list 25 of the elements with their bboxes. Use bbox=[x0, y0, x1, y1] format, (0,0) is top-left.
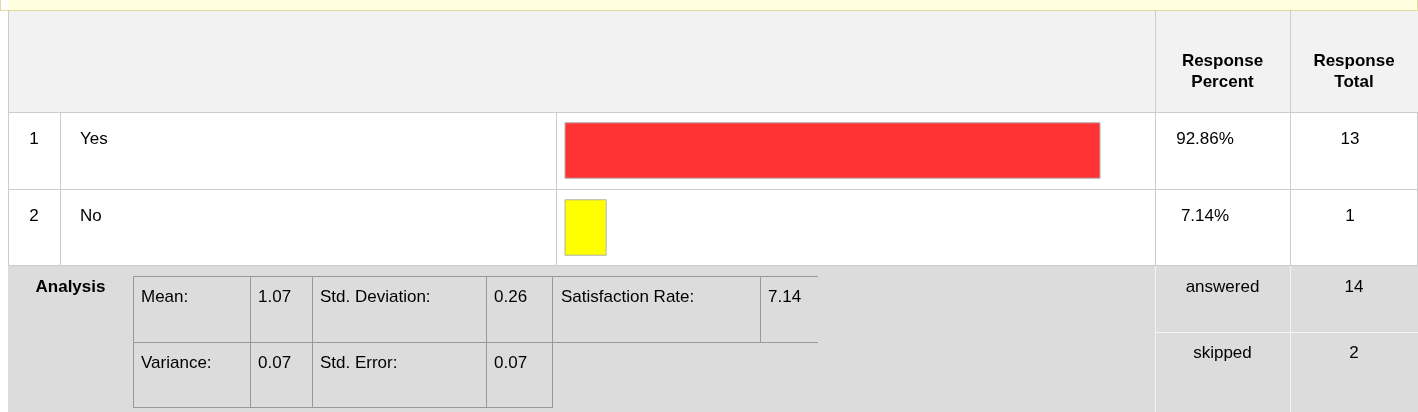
text: 0.07 bbox=[257, 352, 293, 374]
data-label: 7.14% bbox=[1180, 205, 1230, 225]
text: 1 bbox=[29, 128, 39, 148]
text: Mean: bbox=[140, 286, 190, 308]
text: 2 bbox=[1348, 342, 1360, 364]
y-tick-label: No bbox=[80, 205, 102, 225]
text: 1 bbox=[1345, 205, 1355, 225]
text: 7.14 bbox=[767, 286, 803, 308]
text: Satisfaction Rate: bbox=[560, 286, 696, 308]
data-label: 92.86% bbox=[1176, 128, 1234, 148]
text: 13 bbox=[1340, 128, 1360, 148]
text: Analysis bbox=[34, 276, 107, 298]
text: answered bbox=[1184, 276, 1261, 298]
text: 14 bbox=[1343, 276, 1365, 298]
text: 0.26 bbox=[493, 286, 529, 308]
text: Response Percent bbox=[1180, 50, 1265, 93]
text: Std. Deviation: bbox=[319, 286, 432, 308]
y-tick-label: Yes bbox=[80, 128, 108, 148]
text: Std. Error: bbox=[319, 352, 399, 374]
text: Response Total bbox=[1312, 50, 1396, 93]
text: skipped bbox=[1192, 342, 1253, 364]
text: 2 bbox=[29, 205, 39, 225]
text: 1.07 bbox=[257, 286, 293, 308]
text: 0.07 bbox=[493, 352, 529, 374]
text: Variance: bbox=[140, 352, 213, 374]
